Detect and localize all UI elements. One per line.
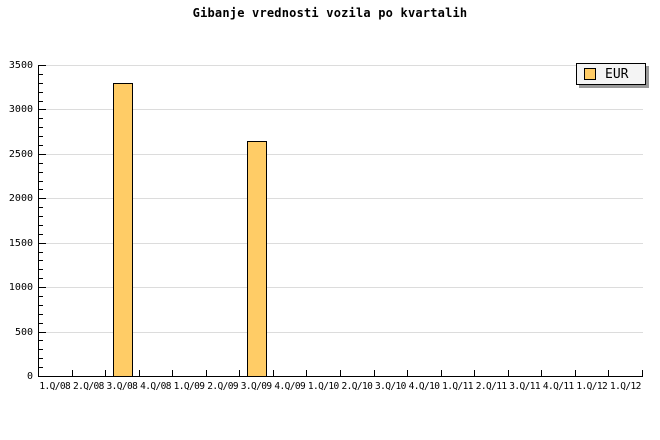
x-tick	[575, 370, 576, 376]
y-minor-tick	[39, 207, 43, 208]
bar	[247, 141, 267, 376]
x-axis-label: 4.Q/10	[408, 381, 440, 392]
gridline	[39, 109, 643, 110]
x-axis-label: 3.Q/08	[106, 381, 138, 392]
x-axis-label: 1.Q/09	[173, 381, 205, 392]
y-axis-tick-label: 3000	[8, 104, 33, 115]
y-minor-tick	[39, 323, 43, 324]
y-major-tick	[39, 376, 46, 377]
y-minor-tick	[39, 163, 43, 164]
y-axis-tick-label: 0	[26, 371, 33, 382]
x-axis-label: 2.Q/11	[475, 381, 507, 392]
x-axis-label: 1.Q/12	[576, 381, 608, 392]
y-major-tick	[39, 154, 46, 155]
x-tick	[642, 370, 643, 376]
y-minor-tick	[39, 92, 43, 93]
y-minor-tick	[39, 269, 43, 270]
y-minor-tick	[39, 314, 43, 315]
y-minor-tick	[39, 260, 43, 261]
y-minor-tick	[39, 216, 43, 217]
y-minor-tick	[39, 101, 43, 102]
y-minor-tick	[39, 181, 43, 182]
gridline	[39, 198, 643, 199]
y-minor-tick	[39, 83, 43, 84]
x-axis-label: 4.Q/09	[274, 381, 306, 392]
x-tick	[441, 370, 442, 376]
y-major-tick	[39, 109, 46, 110]
x-tick	[172, 370, 173, 376]
x-tick	[139, 370, 140, 376]
x-axis-label: 2.Q/10	[341, 381, 373, 392]
y-axis-tick-label: 1500	[8, 238, 33, 249]
y-minor-tick	[39, 127, 43, 128]
y-minor-tick	[39, 118, 43, 119]
y-minor-tick	[39, 278, 43, 279]
gridline	[39, 154, 643, 155]
y-axis-labels: 0 500 1000 1500 2000 2500 3000 3500	[0, 60, 33, 386]
y-major-tick	[39, 198, 46, 199]
y-minor-tick	[39, 74, 43, 75]
x-axis-label: 1.Q/08	[39, 381, 71, 392]
x-tick	[340, 370, 341, 376]
x-tick	[374, 370, 375, 376]
y-major-tick	[39, 287, 46, 288]
x-axis-label: 3.Q/11	[509, 381, 541, 392]
plot-area	[38, 65, 643, 377]
legend-label: EUR	[605, 66, 629, 82]
y-major-tick	[39, 332, 46, 333]
legend: EUR	[576, 63, 646, 85]
x-tick	[306, 370, 307, 376]
x-axis-label: 4.Q/08	[140, 381, 171, 392]
bar	[113, 83, 133, 376]
y-minor-tick	[39, 252, 43, 253]
y-minor-tick	[39, 136, 43, 137]
x-axis-label: 2.Q/08	[72, 381, 104, 392]
y-minor-tick	[39, 340, 43, 341]
y-major-tick	[39, 243, 46, 244]
gridline	[39, 243, 643, 244]
y-minor-tick	[39, 234, 43, 235]
x-tick	[508, 370, 509, 376]
y-minor-tick	[39, 367, 43, 368]
x-axis-label: 1.Q/11	[442, 381, 473, 392]
y-minor-tick	[39, 189, 43, 190]
y-minor-tick	[39, 349, 43, 350]
x-axis-label: 1.Q/12	[609, 381, 641, 392]
y-minor-tick	[39, 358, 43, 359]
x-tick	[273, 370, 274, 376]
gridline	[39, 287, 643, 288]
legend-swatch-icon	[584, 68, 596, 80]
y-minor-tick	[39, 296, 43, 297]
y-axis-tick-label: 2500	[8, 149, 33, 160]
y-axis-tick-label: 2000	[8, 193, 33, 204]
x-axis-label: 3.Q/10	[375, 381, 406, 392]
y-axis-tick-label: 3500	[8, 60, 33, 71]
y-axis-tick-label: 1000	[8, 282, 33, 293]
x-axis-labels: 1.Q/08 2.Q/08 3.Q/08 4.Q/08 1.Q/09 2.Q/09 3.Q/…	[38, 381, 642, 395]
chart-title: Gibanje vrednosti vozila po kvartalih	[192, 6, 468, 20]
x-axis-label: 2.Q/09	[207, 381, 238, 392]
x-tick	[541, 370, 542, 376]
x-tick	[105, 370, 106, 376]
x-axis-label: 3.Q/09	[240, 381, 272, 392]
y-minor-tick	[39, 305, 43, 306]
x-axis-label: 4.Q/11	[542, 381, 574, 392]
gridline	[39, 65, 643, 66]
y-major-tick	[39, 65, 46, 66]
x-tick	[474, 370, 475, 376]
x-axis-label: 1.Q/10	[307, 381, 339, 392]
x-tick	[239, 370, 240, 376]
y-minor-tick	[39, 225, 43, 226]
y-axis-tick-label: 500	[14, 327, 33, 338]
x-tick	[206, 370, 207, 376]
x-tick	[608, 370, 609, 376]
y-minor-tick	[39, 145, 43, 146]
gridline	[39, 332, 643, 333]
x-tick	[72, 370, 73, 376]
y-minor-tick	[39, 172, 43, 173]
x-tick	[407, 370, 408, 376]
